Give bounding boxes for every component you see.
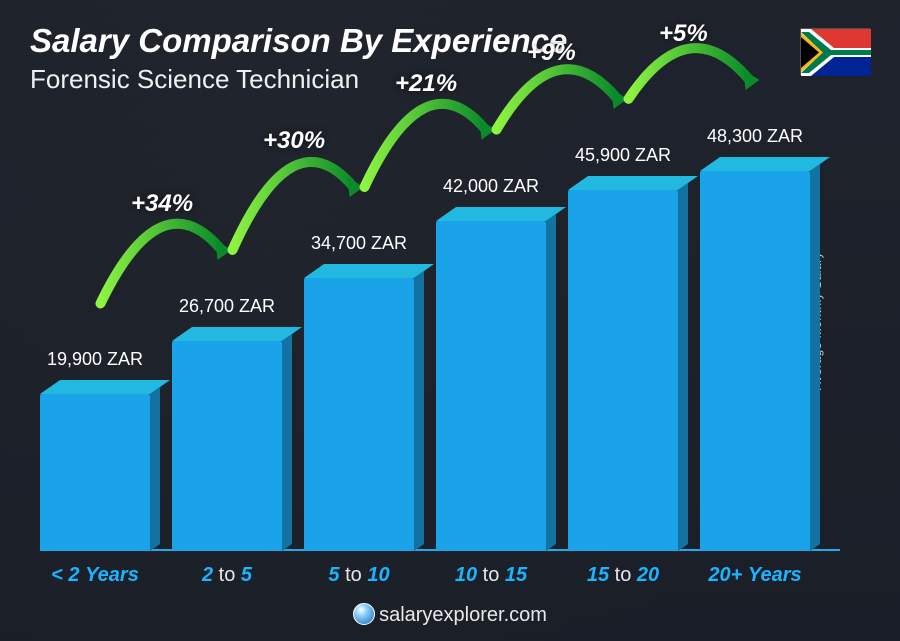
globe-icon [353, 603, 375, 625]
bar-category-label: < 2 Years [30, 564, 160, 587]
footer-attribution: salaryexplorer.com [0, 603, 900, 627]
country-flag [800, 28, 870, 75]
increase-label: +9% [527, 39, 576, 67]
bar-category-label: 10 to 15 [426, 564, 556, 587]
page-title: Salary Comparison By Experience [30, 22, 567, 60]
bar-category-label: 15 to 20 [558, 564, 688, 587]
bar-category-label: 5 to 10 [294, 564, 424, 587]
salary-bar-chart: 19,900 ZAR< 2 Years26,700 ZAR2 to 534,70… [40, 120, 840, 551]
bar-category-label: 2 to 5 [162, 564, 292, 587]
page-subtitle: Forensic Science Technician [30, 64, 567, 95]
bar-category-label: 20+ Years [690, 564, 820, 587]
increase-arc [40, 120, 840, 505]
footer-text: salaryexplorer.com [379, 604, 547, 626]
increase-label: +21% [395, 70, 457, 98]
